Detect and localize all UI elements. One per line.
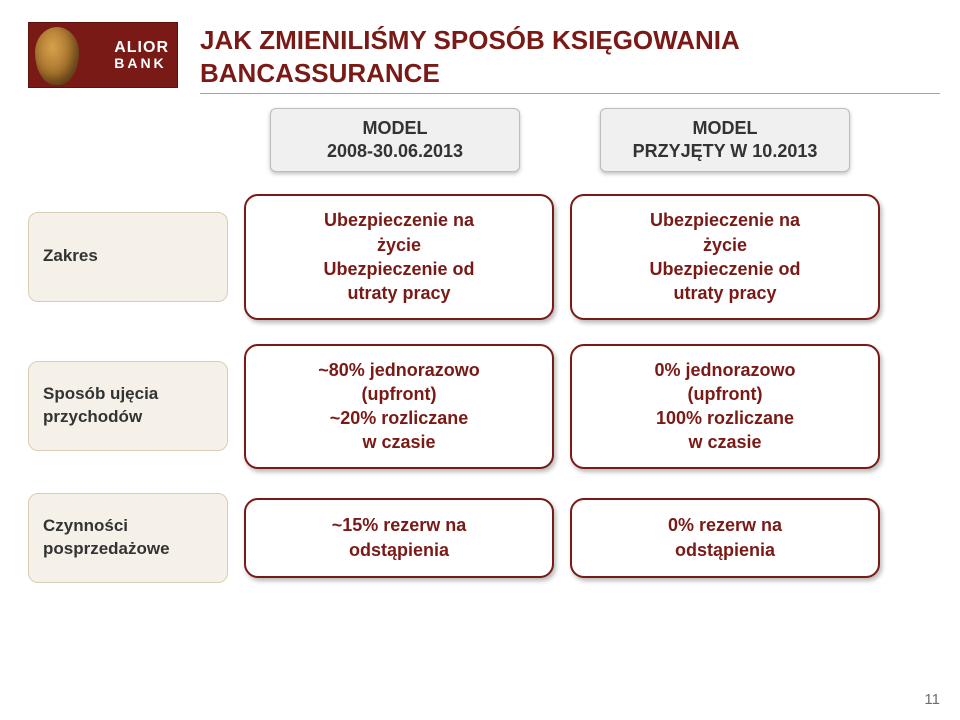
row-posprzedaz: Czynności posprzedażowe ~15% rezerw na o… (28, 493, 932, 583)
slide-title: JAK ZMIENILIŚMY SPOSÓB KSIĘGOWANIA BANCA… (200, 22, 932, 91)
logo: ALIOR BANK (28, 22, 178, 88)
model-box-right: MODEL PRZYJĘTY W 10.2013 (600, 108, 850, 173)
slide: ALIOR BANK JAK ZMIENILIŚMY SPOSÓB KSIĘGO… (0, 0, 960, 720)
model-box-left: MODEL 2008-30.06.2013 (270, 108, 520, 173)
cell-zakres-left: Ubezpieczenie na życie Ubezpieczenie od … (244, 194, 554, 319)
row-zakres: Zakres Ubezpieczenie na życie Ubezpiecze… (28, 194, 932, 319)
logo-line1: ALIOR (114, 39, 169, 57)
row-label-posprzedaz: Czynności posprzedażowe (28, 493, 228, 583)
cell-przychody-right: 0% jednorazowo (upfront) 100% rozliczane… (570, 344, 880, 469)
row-przychody: Sposób ujęcia przychodów ~80% jednorazow… (28, 344, 932, 469)
title-underline (200, 93, 940, 94)
page-number: 11 (924, 691, 940, 708)
logo-face-icon (35, 27, 79, 85)
title-line2: BANCASSURANCE (200, 58, 440, 88)
models-row: MODEL 2008-30.06.2013 MODEL PRZYJĘTY W 1… (188, 108, 932, 173)
cell-posprzedaz-right: 0% rezerw na odstąpienia (570, 498, 880, 578)
row-label-przychody: Sposób ujęcia przychodów (28, 361, 228, 451)
cell-posprzedaz-left: ~15% rezerw na odstąpienia (244, 498, 554, 578)
cell-przychody-left: ~80% jednorazowo (upfront) ~20% rozlicza… (244, 344, 554, 469)
logo-line2: BANK (114, 56, 169, 71)
logo-text: ALIOR BANK (114, 39, 169, 72)
header: ALIOR BANK JAK ZMIENILIŚMY SPOSÓB KSIĘGO… (28, 22, 932, 91)
row-label-zakres: Zakres (28, 212, 228, 302)
cell-zakres-right: Ubezpieczenie na życie Ubezpieczenie od … (570, 194, 880, 319)
title-line1: JAK ZMIENILIŚMY SPOSÓB KSIĘGOWANIA (200, 25, 740, 55)
